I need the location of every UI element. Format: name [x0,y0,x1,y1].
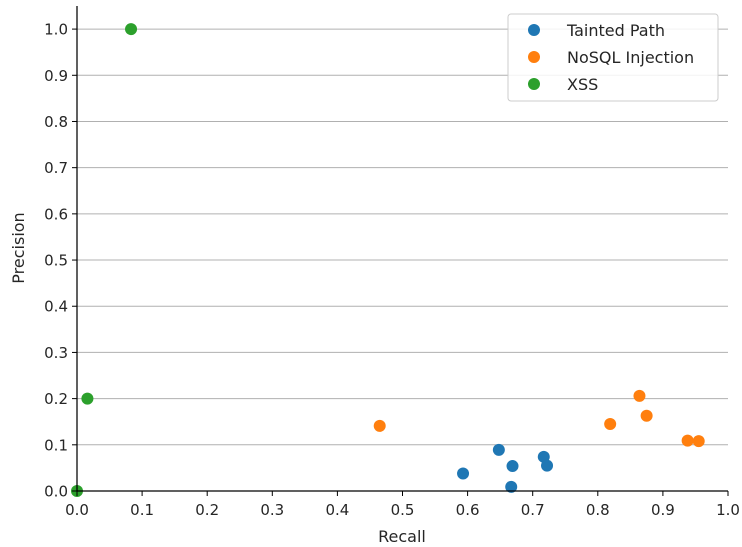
x-tick-label-0: 0.0 [65,501,89,519]
y-axis-label: Precision [9,212,28,283]
tainted-path-point-2 [505,480,518,493]
legend-frame [507,13,719,102]
tainted-path-point-5 [541,459,554,472]
nosql-injection-point-2 [633,389,646,402]
x-tick-label-2: 0.2 [195,501,219,519]
y-tick-label-10: 1.0 [44,21,68,39]
tainted-path-point-0 [457,467,470,480]
nosql-injection-point-0 [373,419,386,432]
nosql-injection-point-5 [692,435,705,448]
x-tick-label-6: 0.6 [456,501,480,519]
legend: Tainted Path NoSQL Injection XSS [507,13,719,102]
y-tick-label-8: 0.8 [44,113,68,131]
x-tick-label-5: 0.5 [391,501,415,519]
y-tick-label-7: 0.7 [44,159,68,177]
x-tick-label-4: 0.4 [325,501,349,519]
legend-marker-tainted-path [528,24,540,36]
x-ticks: 0.0 0.1 0.2 0.3 0.4 0.5 0.6 0.7 0.8 0.9 1.0 [65,491,740,519]
x-tick-label-8: 0.8 [586,501,610,519]
y-tick-label-6: 0.6 [44,205,68,223]
y-ticks: 0.0 0.1 0.2 0.3 0.4 0.5 0.6 0.7 0.8 0.9 1.0 [44,21,77,501]
tainted-path-point-1 [492,443,505,456]
y-tick-label-4: 0.4 [44,298,68,316]
x-tick-label-10: 1.0 [716,501,740,519]
x-axis-label: Recall [378,527,426,546]
y-tick-label-5: 0.5 [44,252,68,270]
y-tick-label-1: 0.1 [44,436,68,454]
legend-marker-xss [528,78,540,90]
y-tick-label-2: 0.2 [44,390,68,408]
tainted-path-point-3 [506,460,519,473]
xss-point-2 [125,23,138,36]
x-tick-label-7: 0.7 [521,501,545,519]
xss-point-1 [81,392,94,405]
x-tick-label-1: 0.1 [130,501,154,519]
x-tick-label-9: 0.9 [651,501,675,519]
nosql-injection-point-1 [604,418,617,431]
nosql-injection-point-4 [681,434,694,447]
legend-label-xss: XSS [567,75,598,94]
legend-label-nosql-injection: NoSQL Injection [567,48,694,67]
legend-label-tainted-path: Tainted Path [566,21,665,40]
y-tick-label-9: 0.9 [44,67,68,85]
nosql-injection-point-3 [640,409,653,422]
y-tick-label-3: 0.3 [44,344,68,362]
x-tick-label-3: 0.3 [260,501,284,519]
data-points [71,23,705,497]
legend-marker-nosql-injection [528,51,540,63]
y-tick-label-0: 0.0 [44,483,68,501]
